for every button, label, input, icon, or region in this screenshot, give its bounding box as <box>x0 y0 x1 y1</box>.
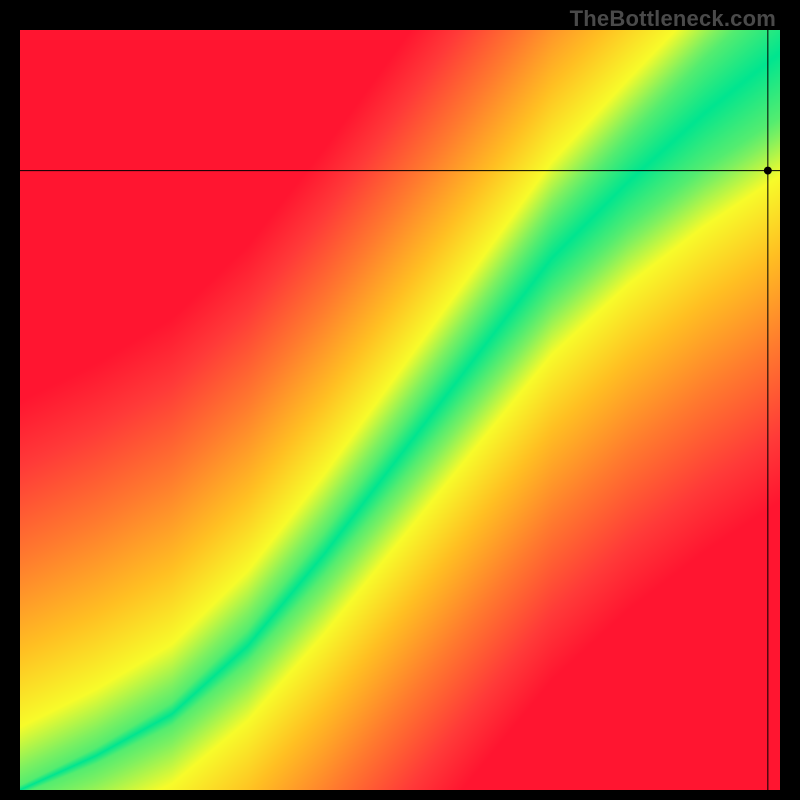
heatmap-canvas <box>20 30 780 790</box>
watermark-text: TheBottleneck.com <box>570 6 776 32</box>
page-root: TheBottleneck.com <box>0 0 800 800</box>
plot-area <box>20 30 780 790</box>
